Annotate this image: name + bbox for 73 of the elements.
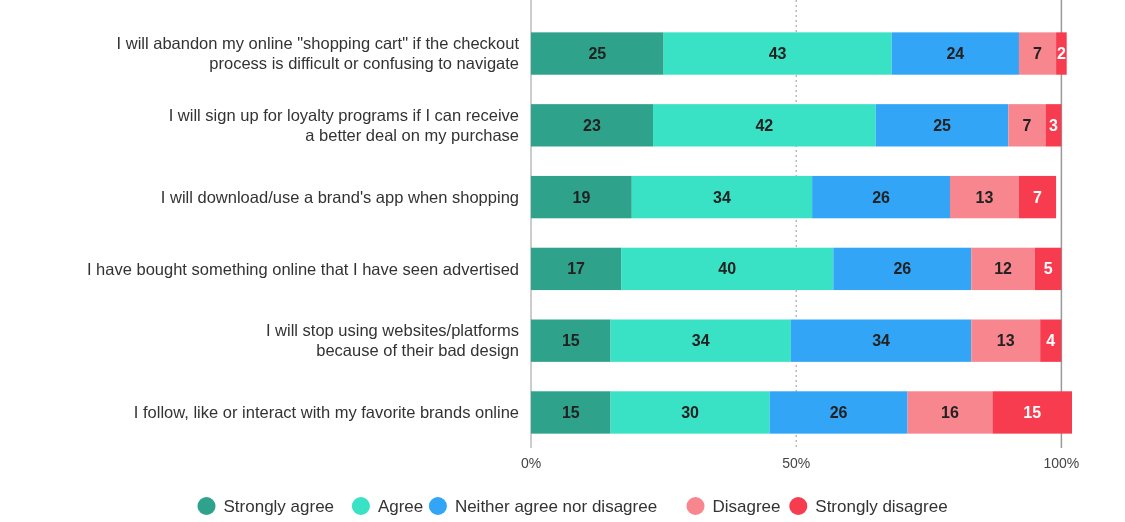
- data-label: 25: [933, 116, 952, 134]
- bar: [531, 32, 664, 75]
- y-tick-label: I will sign up for loyalty programs if I can receive a better deal on my purchase: [168, 106, 519, 145]
- bar: [621, 247, 834, 291]
- bar: [531, 247, 622, 291]
- data-label: 13: [996, 332, 1015, 350]
- data-label: 26: [872, 188, 891, 206]
- bar: [531, 104, 653, 147]
- data-label: 7: [1033, 188, 1043, 206]
- data-label: 23: [583, 116, 601, 134]
- data-label: 19: [572, 188, 591, 206]
- bar: [531, 319, 611, 362]
- legend-label: Strongly agree: [223, 496, 335, 516]
- bar: [992, 391, 1072, 434]
- bar: [1034, 247, 1062, 291]
- legend-label: Agree: [377, 496, 424, 516]
- data-label: 15: [561, 404, 580, 422]
- bar: [610, 319, 791, 362]
- x-tick-label: 50%: [782, 455, 811, 471]
- data-label: 16: [941, 404, 960, 422]
- data-label: 30: [681, 404, 700, 422]
- data-label: 26: [829, 404, 848, 422]
- data-label: 13: [975, 188, 994, 206]
- bar: [652, 104, 876, 147]
- data-label: 12: [994, 260, 1013, 278]
- data-label: 34: [691, 332, 710, 350]
- data-label: 42: [755, 116, 774, 134]
- data-label: 4: [1046, 332, 1056, 350]
- bar: [631, 175, 813, 219]
- bar: [610, 391, 770, 434]
- data-label: 26: [893, 260, 912, 278]
- bar: [663, 32, 892, 75]
- y-tick-label: I will stop using websites/platforms because of their bad design: [265, 321, 519, 360]
- data-label: 7: [1022, 116, 1032, 134]
- bar: [1056, 32, 1067, 75]
- bar: [950, 175, 1019, 219]
- legend-label: Disagree: [712, 496, 781, 516]
- bar: [907, 391, 993, 434]
- bar: [1040, 319, 1062, 362]
- bar: [1008, 104, 1046, 147]
- data-label: 40: [718, 260, 737, 278]
- data-label: 34: [713, 188, 731, 206]
- bar: [875, 104, 1009, 147]
- y-tick-label: I have bought something online that I have seen advertised: [86, 259, 519, 278]
- bar: [812, 175, 951, 219]
- bar: [769, 391, 908, 434]
- data-label: 15: [561, 332, 580, 350]
- data-label: 5: [1043, 260, 1053, 278]
- x-tick-label: 100%: [1043, 455, 1080, 471]
- bar: [1018, 32, 1057, 75]
- bar: [971, 319, 1041, 362]
- data-label: 15: [1023, 404, 1042, 422]
- bar: [891, 32, 1019, 75]
- y-tick-label: I will download/use a brand's app when shopping: [160, 187, 519, 206]
- x-tick-label: 0%: [520, 455, 542, 471]
- bar: [1018, 175, 1057, 219]
- data-label: 24: [946, 45, 965, 63]
- y-tick-label: I will abandon my online "shopping cart" if the checkout process is difficult or confusing to navigate: [116, 34, 520, 73]
- legend-label: Strongly disagree: [815, 496, 948, 516]
- data-label: 25: [588, 45, 607, 63]
- bar: [531, 391, 611, 434]
- data-label: 17: [567, 260, 586, 278]
- data-label: 7: [1033, 45, 1043, 63]
- data-label: 34: [872, 332, 891, 350]
- bar: [971, 247, 1035, 291]
- y-tick-label: I follow, like or interact with my favorite brands online: [133, 403, 519, 422]
- data-label: 3: [1048, 116, 1058, 134]
- bar: [790, 319, 972, 362]
- legend-label: Neither agree nor disagree: [454, 496, 658, 516]
- bar: [531, 175, 632, 219]
- bar: [833, 247, 972, 291]
- data-label: 43: [768, 45, 787, 63]
- data-label: 2: [1056, 45, 1066, 63]
